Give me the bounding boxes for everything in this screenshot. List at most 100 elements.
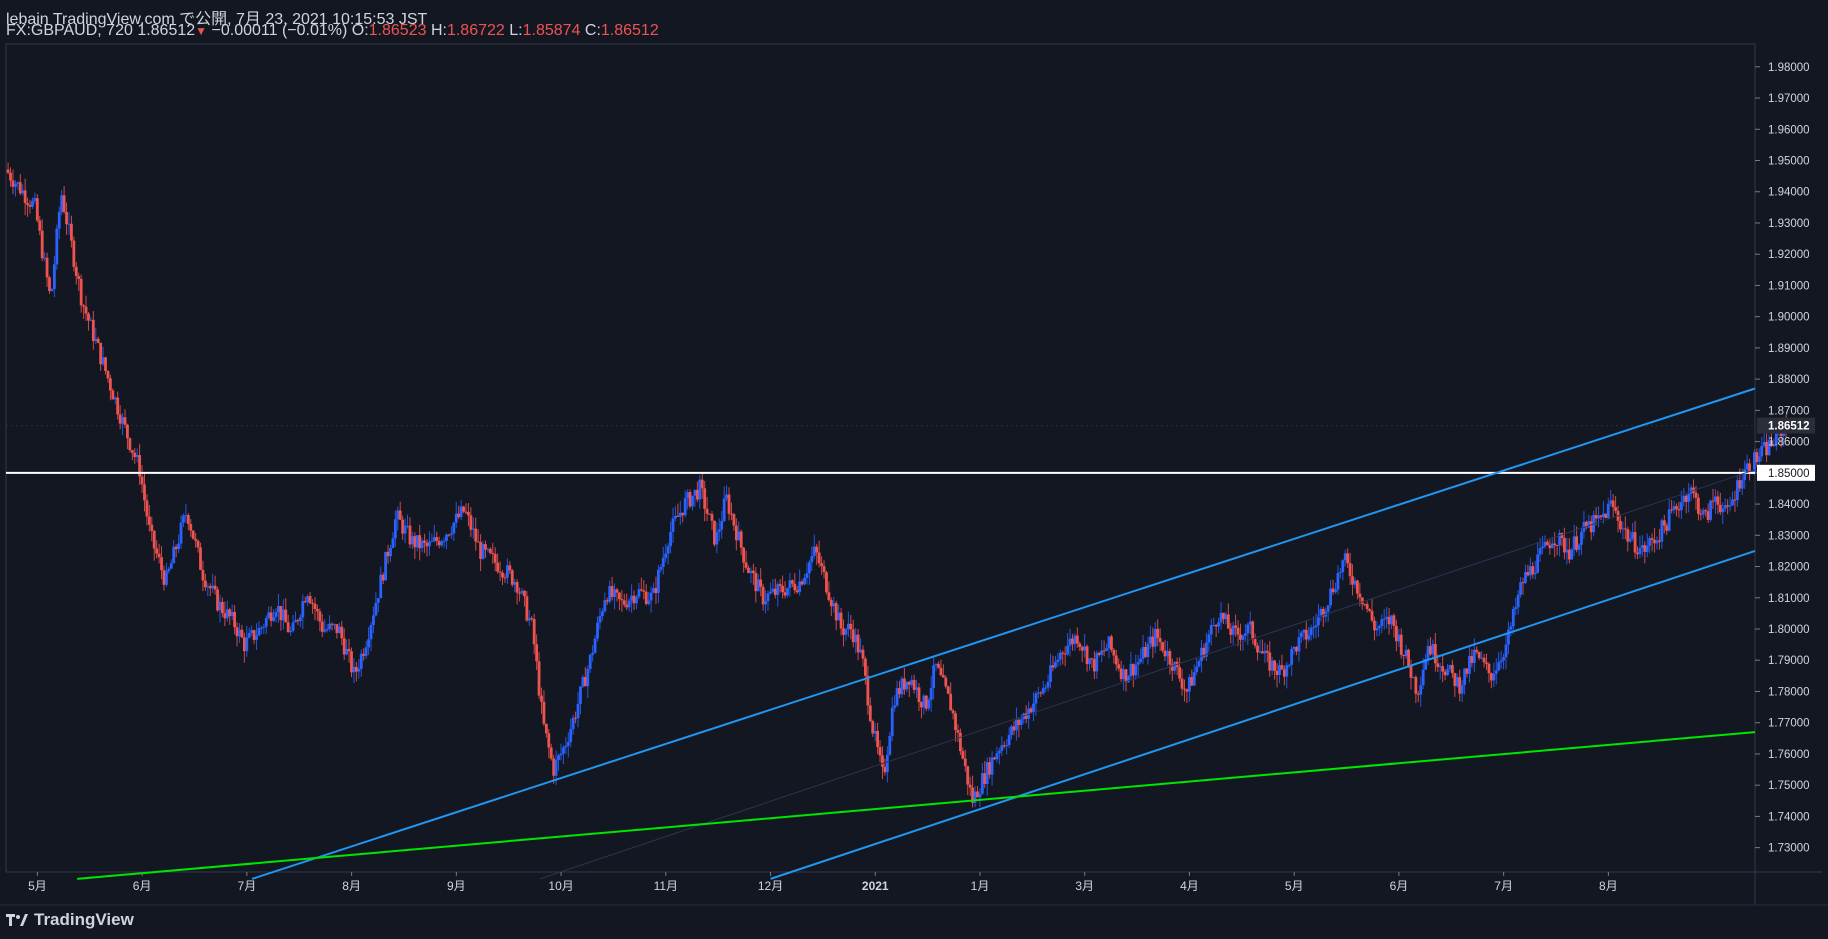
candle-body	[1738, 480, 1742, 489]
candle-body	[540, 695, 543, 702]
high-label: H:	[430, 22, 447, 39]
candle-body	[320, 621, 324, 632]
candle-body	[683, 498, 687, 516]
candle-body	[1012, 726, 1016, 731]
candle-body	[247, 633, 251, 638]
candle-body	[1195, 666, 1199, 673]
candle-body	[1772, 444, 1776, 446]
footer-brand[interactable]: TradingView	[6, 908, 134, 932]
candle-body	[1226, 614, 1230, 629]
candle-body	[111, 390, 115, 400]
price-tick-label: 1.79000	[1768, 655, 1810, 667]
price-tick-label: 1.81000	[1768, 593, 1810, 605]
candle-body	[1258, 651, 1262, 653]
candle-body	[649, 592, 653, 601]
candle-body	[296, 620, 300, 622]
candle-body	[211, 585, 215, 589]
candle-body	[123, 417, 127, 425]
candle-body	[890, 707, 894, 736]
time-tick-label: 2021	[862, 879, 889, 893]
price-tick-label: 1.86000	[1768, 437, 1810, 449]
candle-body	[1287, 664, 1291, 666]
candle-body	[89, 319, 93, 321]
candle-body	[1222, 612, 1225, 620]
candle-body	[294, 620, 297, 623]
time-tick-label: 9月	[447, 879, 466, 893]
candle-body	[1648, 538, 1652, 546]
candle-body	[1455, 677, 1459, 687]
candle-body	[1097, 652, 1101, 655]
close-value: 1.86512	[600, 22, 659, 39]
candle-body	[1675, 506, 1678, 509]
candle-body	[415, 535, 419, 548]
candle-body	[1714, 496, 1717, 502]
candle-body	[189, 524, 193, 531]
candle-body	[639, 589, 643, 591]
candle-body	[284, 609, 288, 623]
candle-body	[1485, 662, 1488, 664]
candle-body	[985, 762, 989, 784]
candle-body	[333, 624, 336, 626]
candle-body	[345, 648, 349, 655]
candle-body	[535, 644, 539, 662]
candle-body	[571, 717, 575, 730]
open-label: O:	[351, 22, 369, 39]
candle-body	[1029, 708, 1033, 713]
candle-body	[1426, 646, 1430, 660]
candle-body	[160, 557, 163, 571]
candle-body	[264, 617, 268, 627]
candle-body	[259, 627, 263, 629]
candle-body	[876, 731, 880, 748]
candle-body	[1168, 651, 1172, 665]
candle-body	[1524, 572, 1527, 583]
candle-body	[445, 534, 448, 541]
candle-body	[501, 572, 504, 578]
candle-body	[1655, 540, 1659, 544]
candle-body	[883, 766, 887, 773]
candle-body	[1051, 665, 1055, 668]
channel-upper-trendline	[251, 387, 1756, 880]
candle-body	[747, 567, 750, 574]
time-tick-label: 7月	[238, 879, 257, 893]
candle-body	[1017, 719, 1021, 726]
candle-body	[603, 600, 607, 612]
low-label: L:	[509, 22, 523, 39]
candle-body	[717, 529, 721, 532]
candle-body	[1662, 520, 1666, 526]
candle-body	[79, 278, 83, 306]
candle-body	[1275, 670, 1279, 676]
last-price: 1.86512	[137, 22, 196, 39]
symbol-timeframe: FX:GBPAUD, 720	[6, 22, 133, 39]
trendlines[interactable]	[6, 387, 1756, 880]
candle-body	[1480, 657, 1484, 659]
candle-body	[1302, 629, 1306, 633]
candle-body	[703, 488, 707, 509]
candle-body	[1619, 520, 1622, 530]
candle-body	[1382, 618, 1386, 620]
candle-body	[1385, 616, 1389, 619]
candle-body	[737, 531, 741, 541]
horizontal-level-label: 1.85000	[1768, 468, 1810, 480]
candle-body	[484, 544, 487, 550]
time-axis[interactable]: 5月 6月 7月 8月 9月 10月 11月 12月 2021 1月 3月 4月 5月 6月 7月 8月	[28, 872, 1618, 893]
price-axis[interactable]: 1.98000 1.97000 1.96000 1.95000 1.94000 1.930…	[1755, 62, 1815, 855]
candle-body	[1068, 638, 1072, 646]
candle-body	[893, 705, 897, 708]
candle-body	[922, 695, 926, 708]
candle-body	[927, 699, 931, 709]
candle-body	[454, 513, 458, 523]
candle-body	[413, 536, 417, 548]
candle-body	[808, 562, 811, 574]
candle-body	[586, 668, 590, 687]
candle-body	[1762, 441, 1766, 447]
candle-body	[993, 757, 996, 760]
candle-body	[1214, 624, 1218, 627]
candle-body	[562, 747, 565, 754]
candle-body	[966, 766, 970, 785]
candle-body	[1424, 659, 1428, 670]
candle-body	[1545, 541, 1549, 545]
candle-body	[564, 745, 568, 748]
candle-body	[167, 568, 171, 572]
candle-body	[973, 791, 977, 803]
